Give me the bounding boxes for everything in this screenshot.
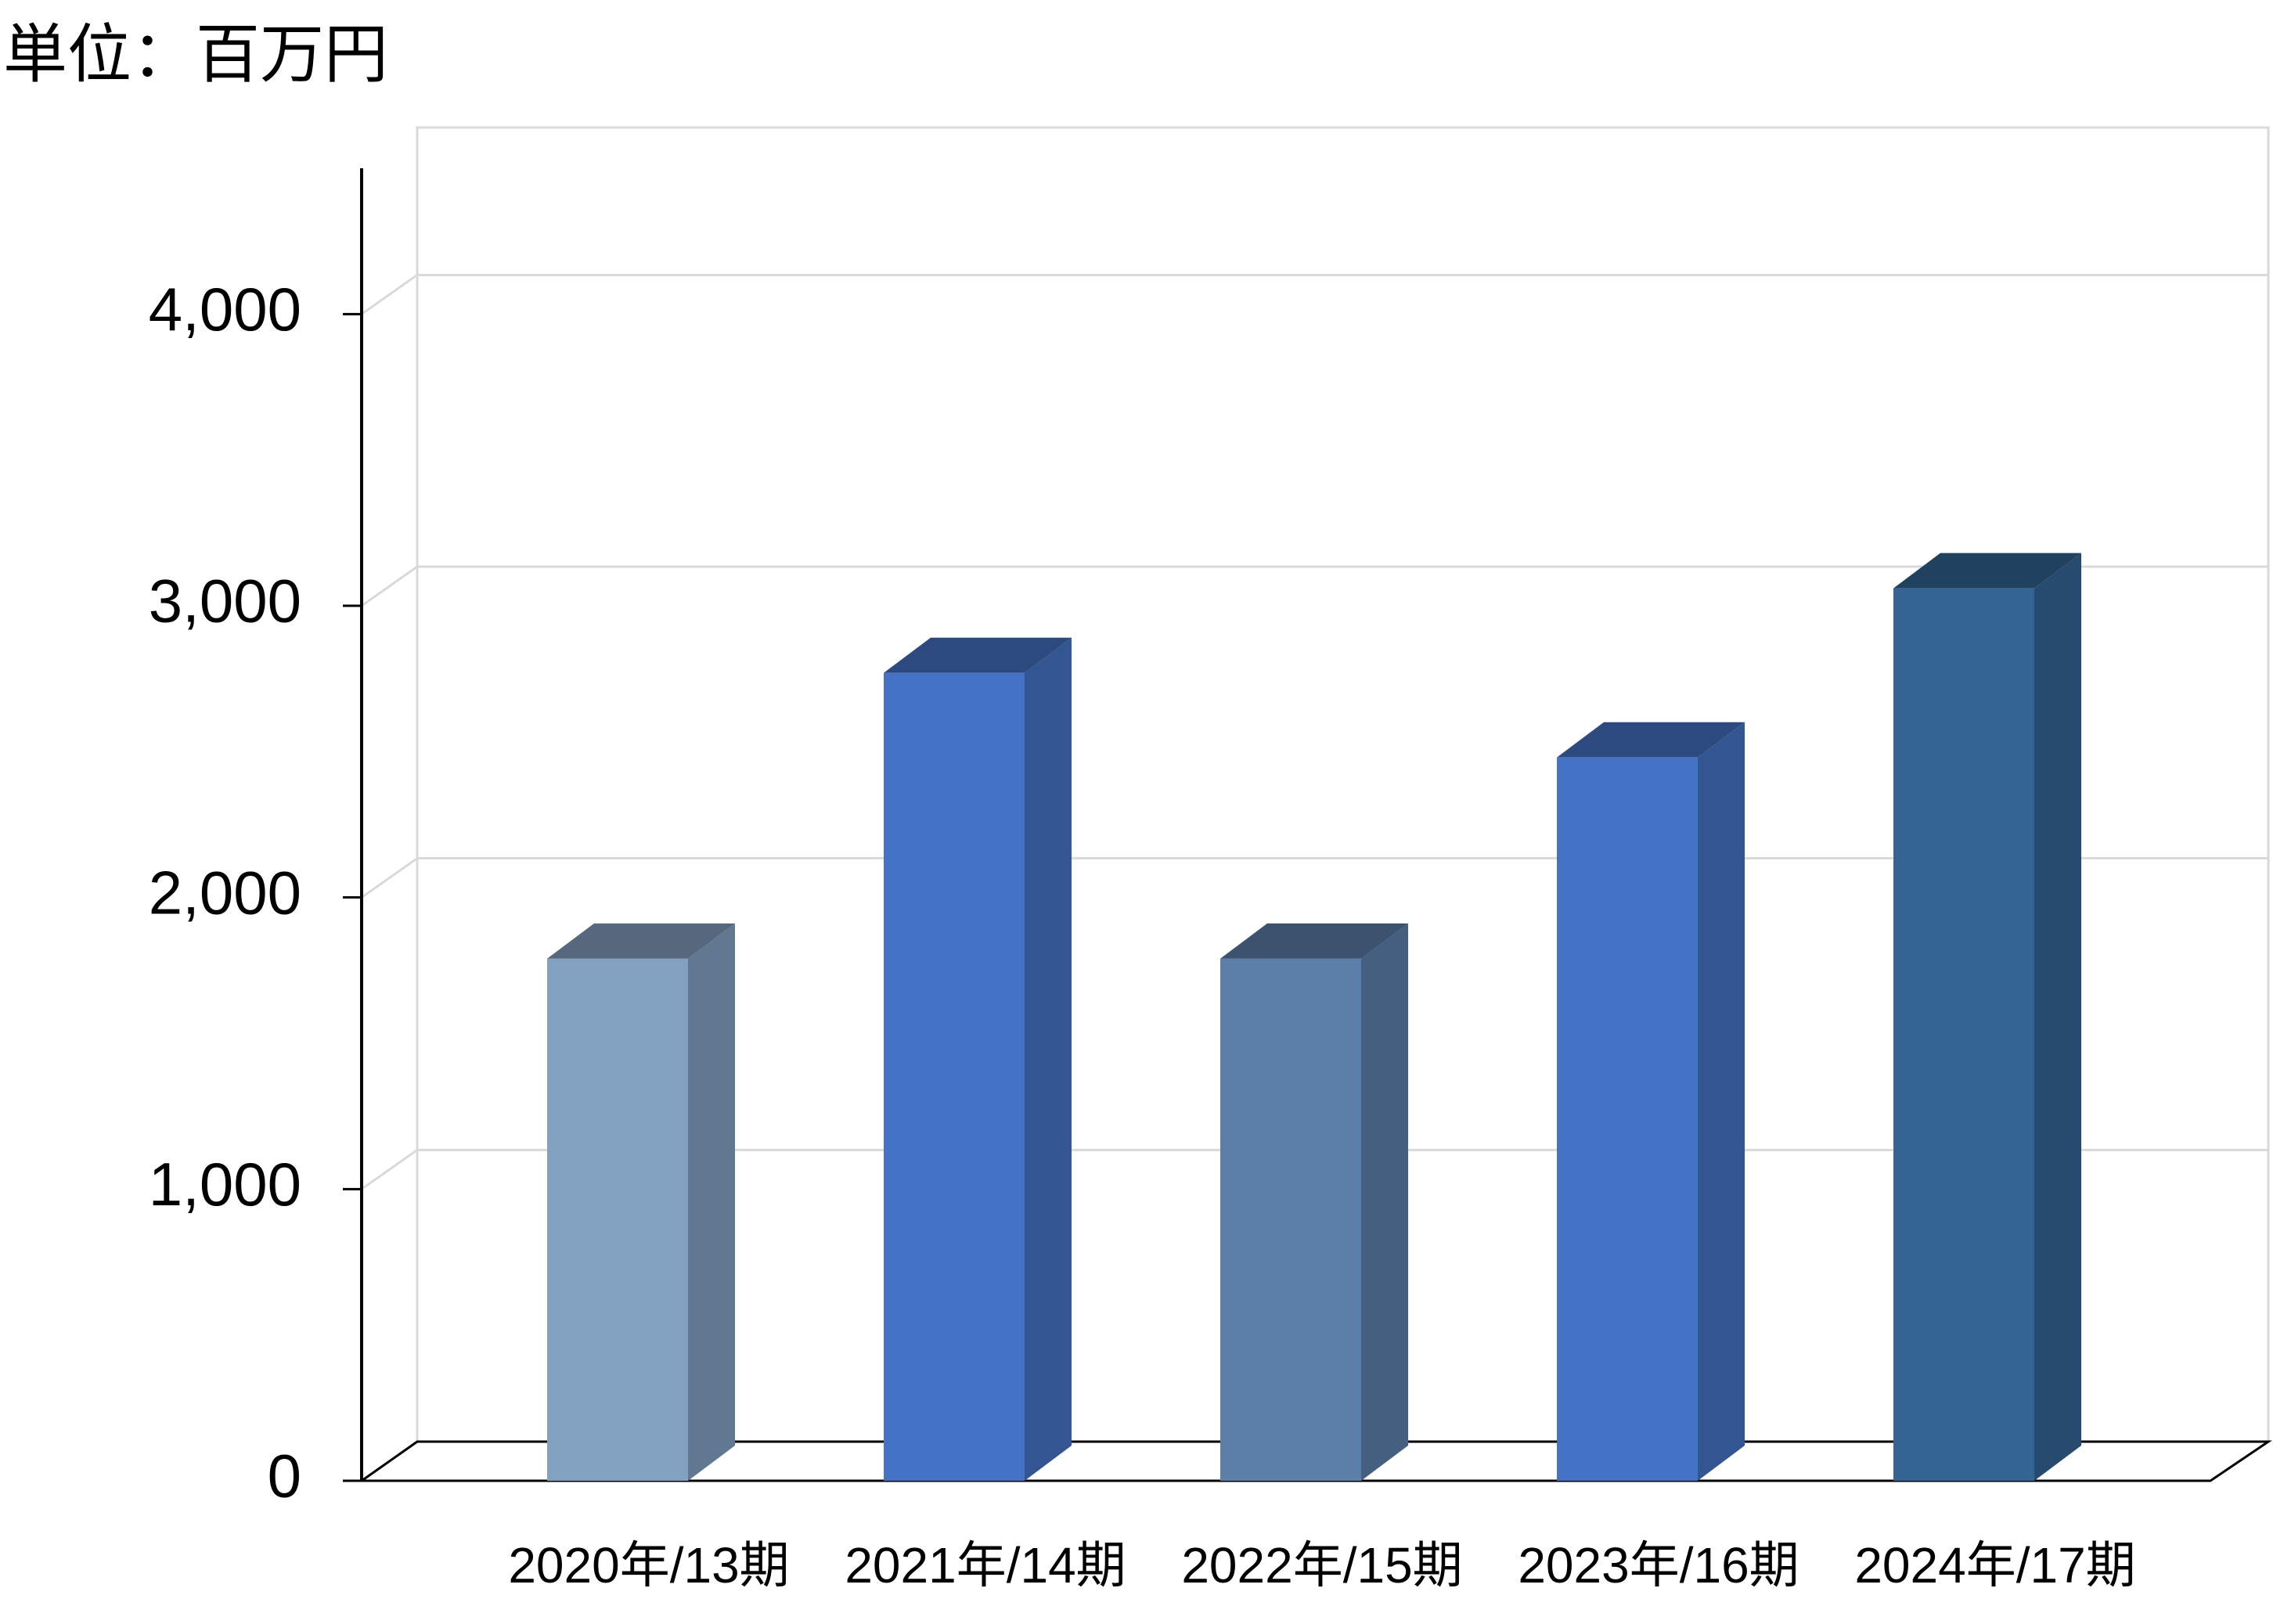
bar-top [1220, 923, 1408, 959]
bar-top [1893, 553, 2081, 589]
bar-top [884, 637, 1072, 673]
bar [1893, 588, 2034, 1481]
bar [1220, 958, 1361, 1481]
y-tick-label: 1,000 [149, 1150, 301, 1219]
grid-line [361, 565, 2268, 607]
x-tick-label: 2024年/17期 [1854, 1537, 2135, 1593]
bar [884, 672, 1025, 1481]
x-tick-label: 2023年/16期 [1518, 1537, 1799, 1593]
y-tick-label: 2,000 [149, 858, 301, 927]
bar [547, 958, 688, 1481]
x-tick-label: 2020年/13期 [508, 1537, 789, 1593]
bar-side [688, 923, 735, 1481]
y-tick-label: 4,000 [149, 275, 301, 344]
bar [1557, 757, 1698, 1481]
bar-side [1698, 722, 1745, 1481]
y-tick-label: 0 [268, 1442, 301, 1511]
bar-side [2034, 553, 2081, 1481]
y-tick-label: 3,000 [149, 567, 301, 636]
bar-side [1361, 923, 1408, 1481]
chart-title: 単位：百万円 [3, 20, 388, 91]
grid-line [361, 273, 2268, 315]
bar-top [1557, 722, 1745, 758]
bar-side [1025, 637, 1072, 1481]
bar-top [547, 923, 735, 959]
x-tick-label: 2021年/14期 [845, 1537, 1126, 1593]
x-tick-label: 2022年/15期 [1181, 1537, 1462, 1593]
